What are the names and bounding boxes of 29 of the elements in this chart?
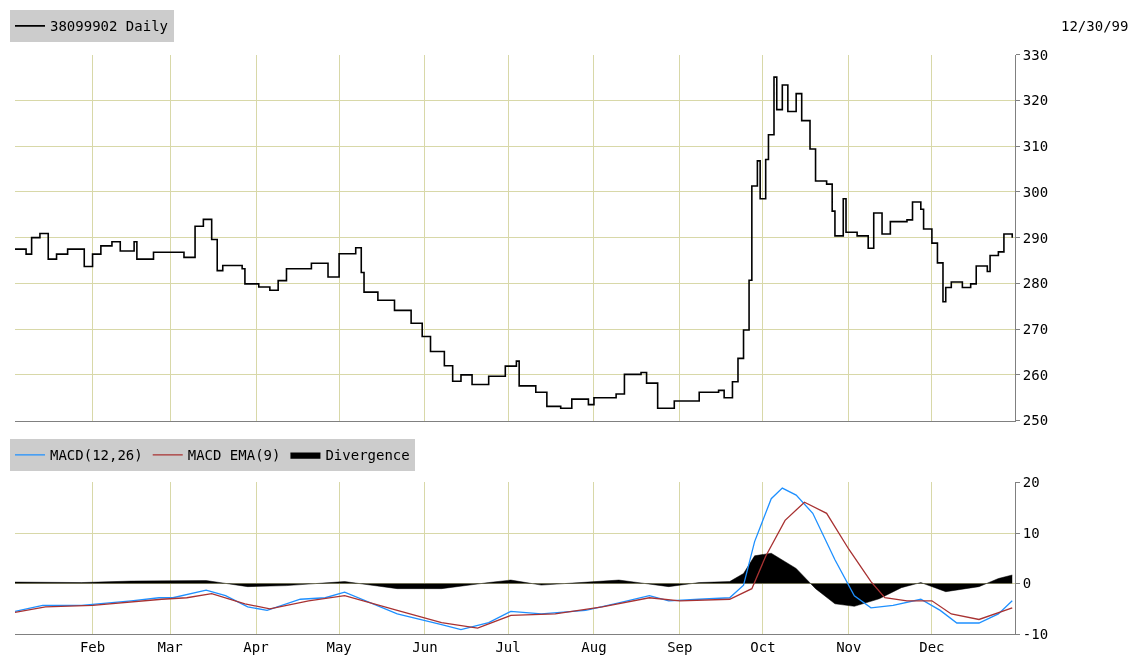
legend-label: MACD(12,26) (50, 447, 143, 464)
y-tick-label: 270 (1022, 321, 1049, 338)
y-tick-label: 300 (1022, 183, 1049, 200)
legend-label: 38099902 Daily (50, 18, 169, 35)
legend-label: MACD EMA(9) (187, 447, 281, 464)
x-tick-label: Dec (919, 638, 945, 655)
x-tick-label: Apr (243, 638, 269, 655)
x-tick-label: Nov (836, 638, 862, 655)
x-tick-label: Sep (667, 638, 693, 655)
y-tick-label: 310 (1022, 138, 1049, 155)
y-tick-label: 280 (1022, 275, 1049, 292)
x-tick-label: Feb (79, 638, 106, 655)
y-tick-label: 330 (1022, 46, 1049, 63)
x-tick-label: Jul (495, 638, 521, 655)
legend-label: Divergence (325, 447, 410, 464)
y-tick-label: 260 (1022, 366, 1049, 383)
y-tick-label: 20 (1022, 474, 1040, 491)
x-tick-label: Jun (412, 638, 438, 655)
y-tick-label: 250 (1022, 412, 1049, 429)
x-tick-label: May (326, 638, 352, 655)
y-tick-label: 10 (1022, 524, 1040, 541)
x-tick-label: Oct (750, 638, 776, 655)
text: 12/30/99 (1061, 18, 1129, 34)
y-tick-label: -10 (1022, 626, 1049, 643)
x-tick-label: Mar (157, 638, 183, 655)
x-tick-label: Aug (581, 638, 607, 655)
y-tick-label: 290 (1022, 229, 1049, 246)
y-tick-label: 0 (1022, 575, 1032, 592)
y-tick-label: 320 (1022, 92, 1049, 109)
